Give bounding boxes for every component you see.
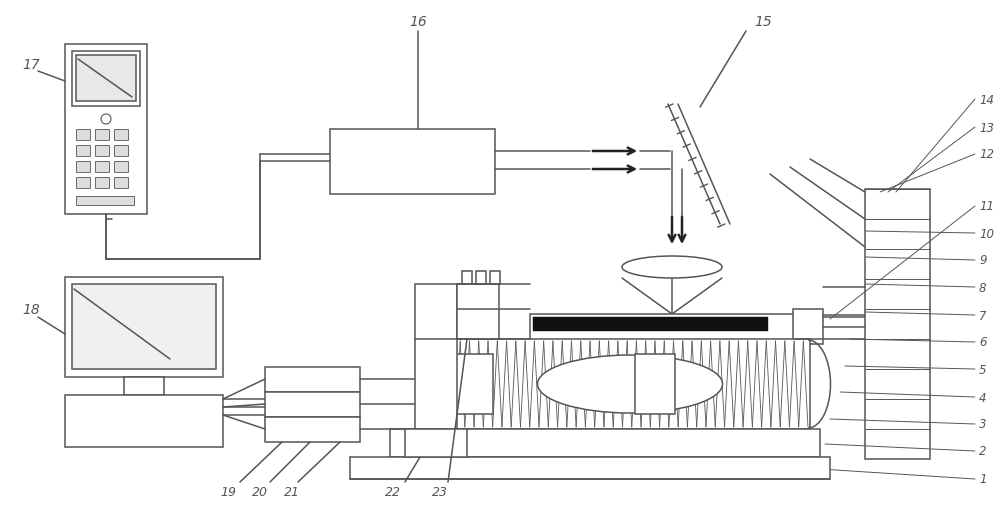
Bar bbox=[415, 284, 457, 429]
Bar bbox=[265, 392, 360, 417]
Bar bbox=[635, 355, 675, 414]
Text: 20: 20 bbox=[252, 485, 268, 498]
Bar bbox=[76, 178, 90, 189]
Text: 6: 6 bbox=[979, 336, 986, 349]
Bar bbox=[114, 130, 128, 141]
Text: 13: 13 bbox=[979, 121, 994, 134]
Text: 9: 9 bbox=[979, 254, 986, 267]
Text: 17: 17 bbox=[22, 58, 40, 72]
Text: 12: 12 bbox=[979, 148, 994, 161]
Bar bbox=[72, 284, 216, 369]
Text: 7: 7 bbox=[979, 309, 986, 322]
Bar bbox=[457, 284, 499, 339]
Bar bbox=[448, 355, 493, 414]
Text: 19: 19 bbox=[220, 485, 236, 498]
Bar bbox=[865, 189, 930, 459]
Bar bbox=[65, 277, 223, 377]
Bar bbox=[462, 272, 472, 284]
Bar bbox=[95, 146, 109, 157]
Bar bbox=[390, 429, 820, 457]
Bar bbox=[95, 130, 109, 141]
Bar bbox=[114, 162, 128, 173]
Text: 21: 21 bbox=[284, 485, 300, 498]
Bar bbox=[65, 45, 147, 215]
Ellipse shape bbox=[622, 257, 722, 278]
Bar bbox=[76, 162, 90, 173]
Text: 23: 23 bbox=[432, 485, 448, 498]
Bar bbox=[114, 178, 128, 189]
Bar bbox=[490, 272, 500, 284]
Text: 2: 2 bbox=[979, 444, 986, 458]
Text: 22: 22 bbox=[385, 485, 401, 498]
Text: 8: 8 bbox=[979, 281, 986, 294]
Bar bbox=[350, 457, 830, 479]
Bar bbox=[124, 377, 164, 395]
Text: 10: 10 bbox=[979, 227, 994, 240]
Bar bbox=[76, 146, 90, 157]
Bar bbox=[265, 417, 360, 442]
Ellipse shape bbox=[538, 356, 722, 413]
Text: 3: 3 bbox=[979, 418, 986, 431]
Bar bbox=[793, 310, 823, 344]
Bar bbox=[476, 272, 486, 284]
Bar bbox=[65, 395, 223, 447]
Bar bbox=[114, 146, 128, 157]
Bar bbox=[533, 317, 768, 331]
Text: 18: 18 bbox=[22, 302, 40, 316]
Bar bbox=[76, 56, 136, 102]
Text: 15: 15 bbox=[754, 15, 772, 29]
Text: 14: 14 bbox=[979, 93, 994, 106]
Text: 16: 16 bbox=[409, 15, 427, 29]
Bar bbox=[530, 315, 795, 346]
Bar bbox=[265, 367, 360, 392]
Bar bbox=[76, 130, 90, 141]
Bar bbox=[72, 52, 140, 107]
Bar bbox=[76, 196, 134, 206]
Text: 11: 11 bbox=[979, 200, 994, 213]
Text: 1: 1 bbox=[979, 473, 986, 485]
Bar bbox=[405, 429, 467, 457]
Bar bbox=[330, 130, 495, 194]
Ellipse shape bbox=[101, 115, 111, 125]
Text: 5: 5 bbox=[979, 363, 986, 376]
Bar bbox=[435, 339, 810, 429]
Bar bbox=[95, 178, 109, 189]
Text: 4: 4 bbox=[979, 391, 986, 403]
Bar bbox=[95, 162, 109, 173]
